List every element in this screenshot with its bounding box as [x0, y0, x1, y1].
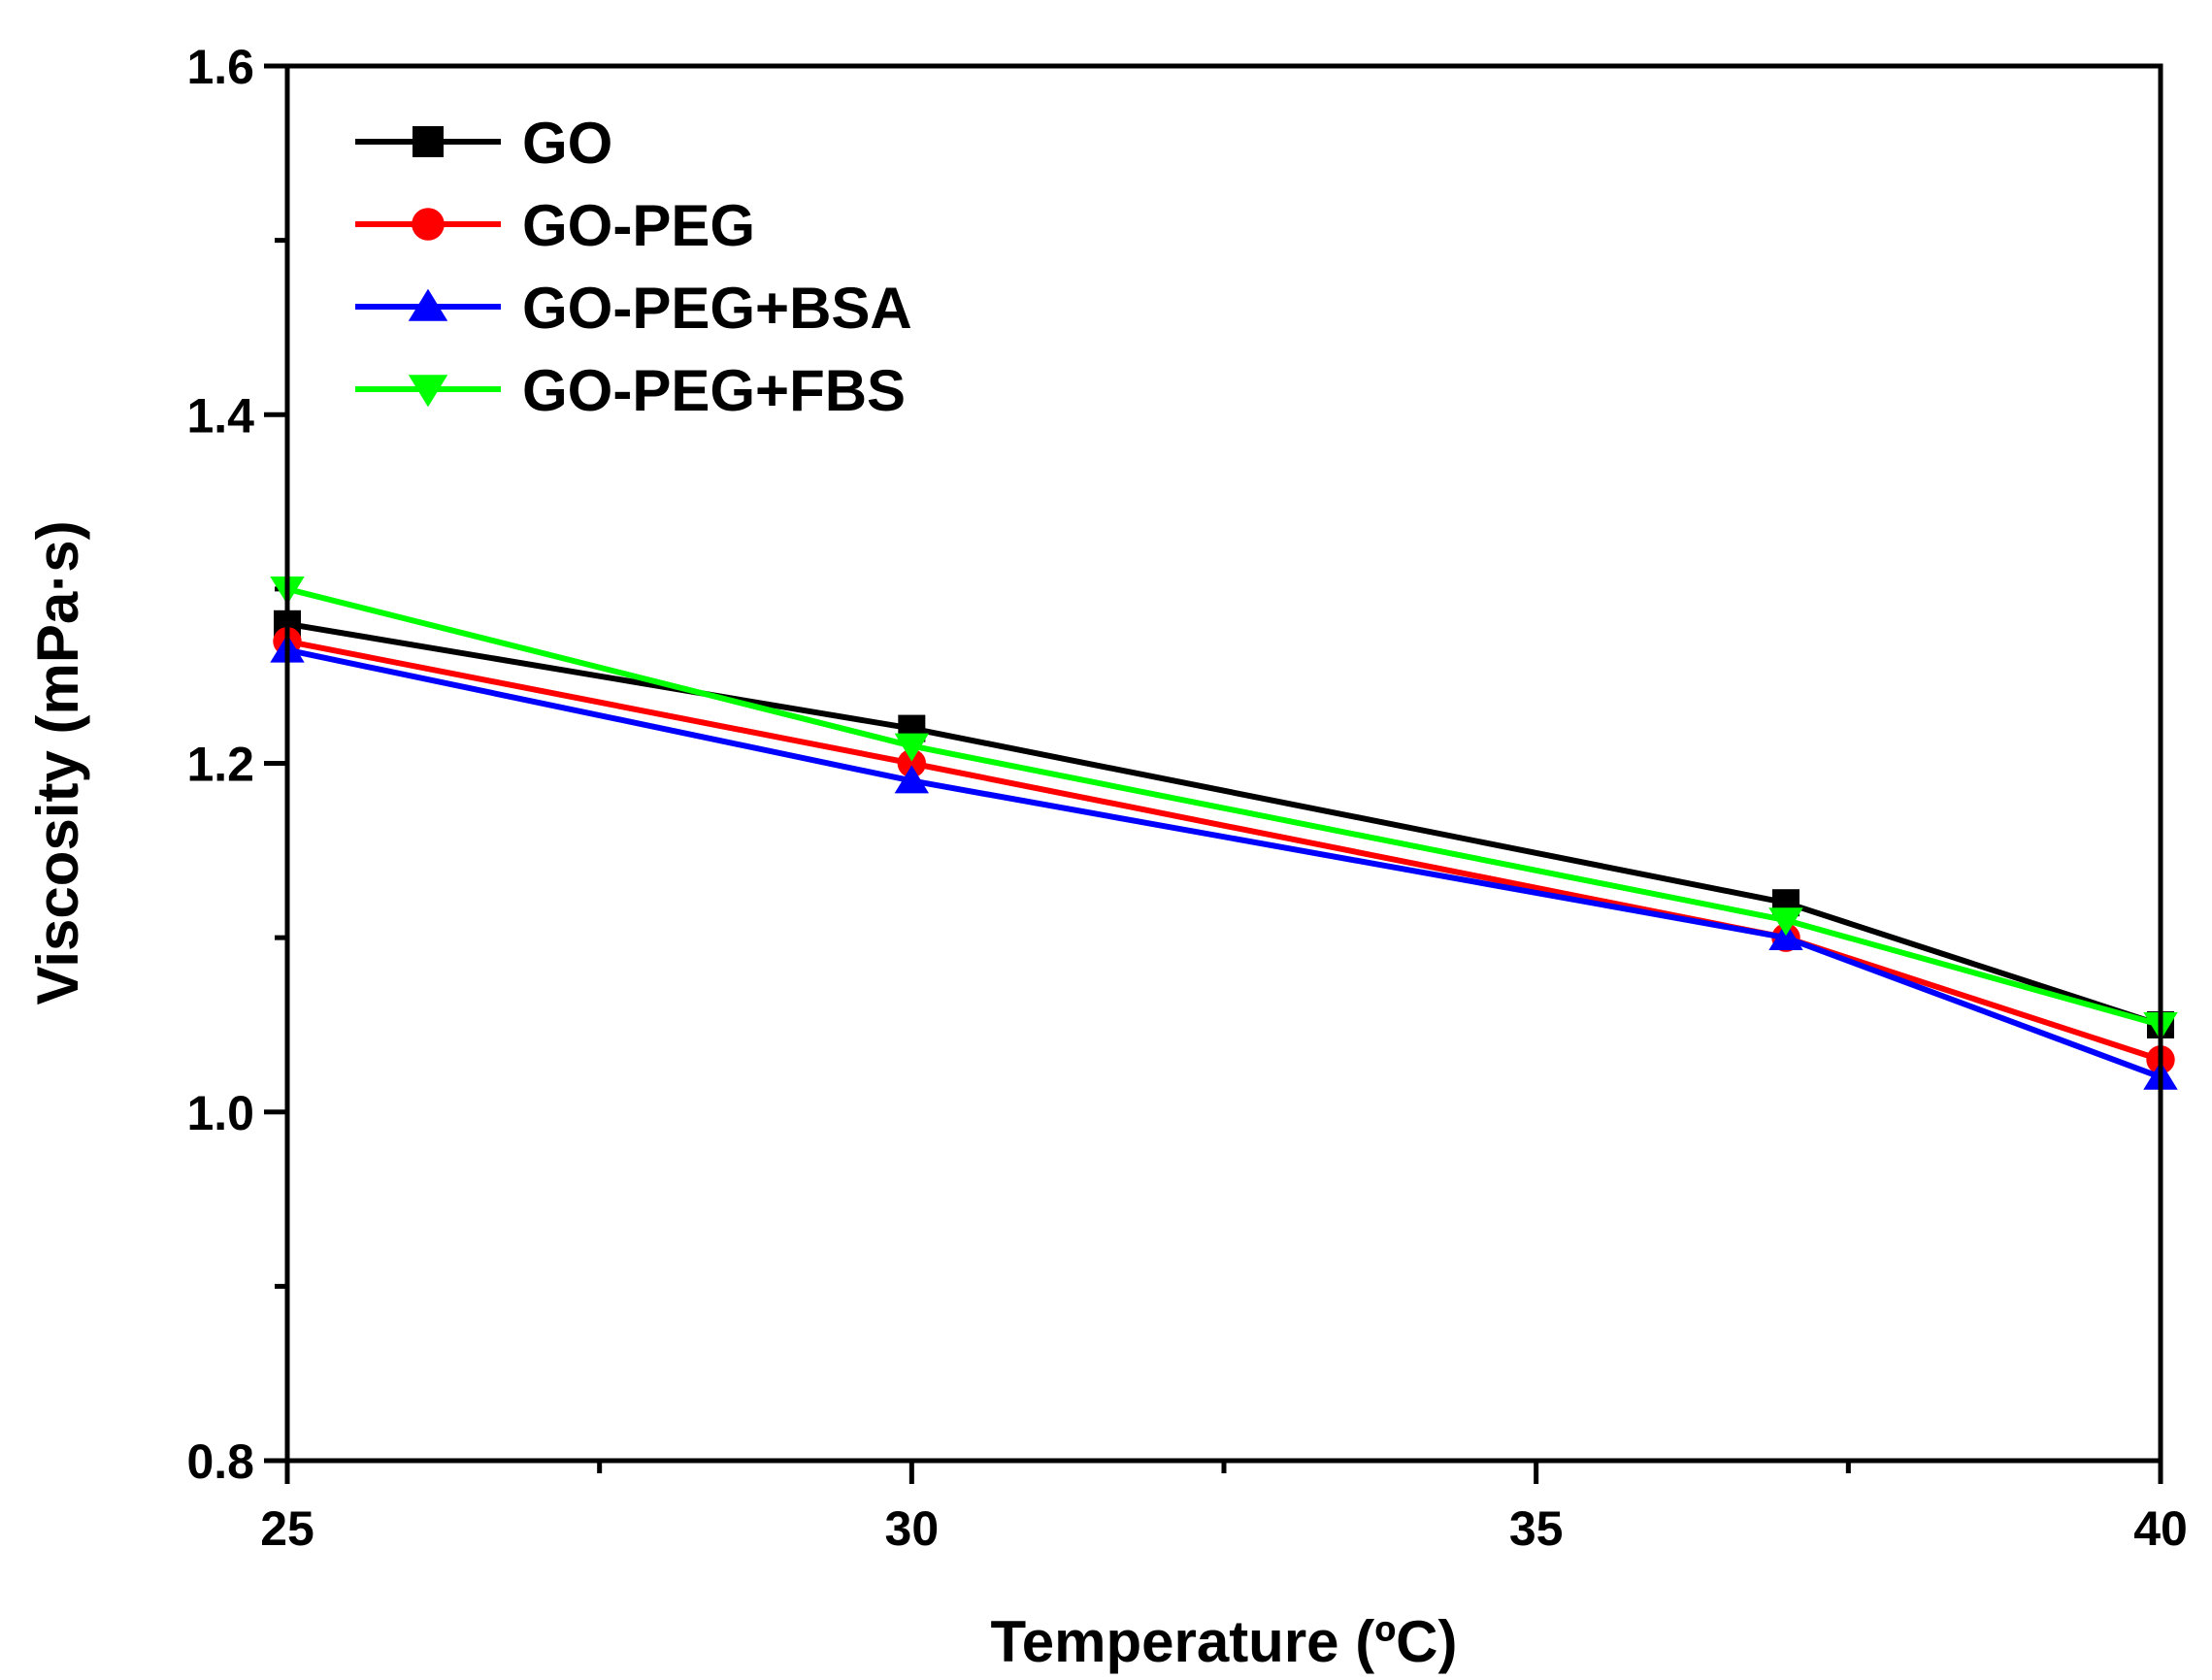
legend-marker [408, 375, 448, 408]
data-point-go-peg-fbs [1768, 907, 1803, 937]
x-axis-title: Temperature (ºC) [991, 1609, 1458, 1674]
data-point-go-peg-bsa [1768, 922, 1803, 951]
x-tick-label: 25 [260, 1501, 314, 1556]
plot-frame [284, 63, 2163, 1464]
legend-marker [413, 126, 444, 157]
legend-label: GO-PEG+BSA [522, 276, 912, 341]
legend-item-go: GO [355, 111, 612, 176]
legend-item-go-peg-fbs: GO-PEG+FBS [355, 358, 906, 423]
y-tick-label: 1.0 [186, 1086, 254, 1140]
x-tick-label: 40 [2133, 1501, 2188, 1556]
legend-label: GO-PEG [522, 193, 755, 258]
series-line-go-peg-fbs [286, 585, 2162, 1028]
legend: GO GO-PEG GO-PEG+BSA GO-PEG+FBS [355, 111, 912, 423]
series-line-go [286, 620, 2162, 1028]
data-point-go-peg-bsa [894, 765, 930, 794]
y-tick-label: 1.6 [186, 40, 254, 94]
legend-marker [412, 208, 445, 241]
legend-label: GO-PEG+FBS [522, 358, 906, 423]
data-point-go-peg-fbs [894, 733, 930, 762]
series-line-go-peg [286, 638, 2162, 1063]
y-axis-title: Viscosity (mPa·s) [25, 520, 90, 1005]
series-line-go-peg-bsa [286, 646, 2162, 1080]
data-point-go-peg [897, 748, 927, 778]
x-tick-label: 35 [1509, 1501, 1564, 1556]
series-group [270, 576, 2178, 1090]
tick-labels: 25 30 35 40 0.8 1.0 1.2 1.4 1.6 [186, 40, 2187, 1556]
y-tick-label: 1.4 [186, 388, 254, 443]
x-tick-label: 30 [885, 1501, 940, 1556]
y-tick-label: 0.8 [186, 1434, 254, 1489]
legend-item-go-peg: GO-PEG [355, 193, 755, 258]
legend-marker [408, 288, 448, 321]
legend-label: GO [522, 111, 612, 176]
legend-item-go-peg-bsa: GO-PEG+BSA [355, 276, 912, 341]
y-tick-label: 1.2 [186, 738, 254, 792]
